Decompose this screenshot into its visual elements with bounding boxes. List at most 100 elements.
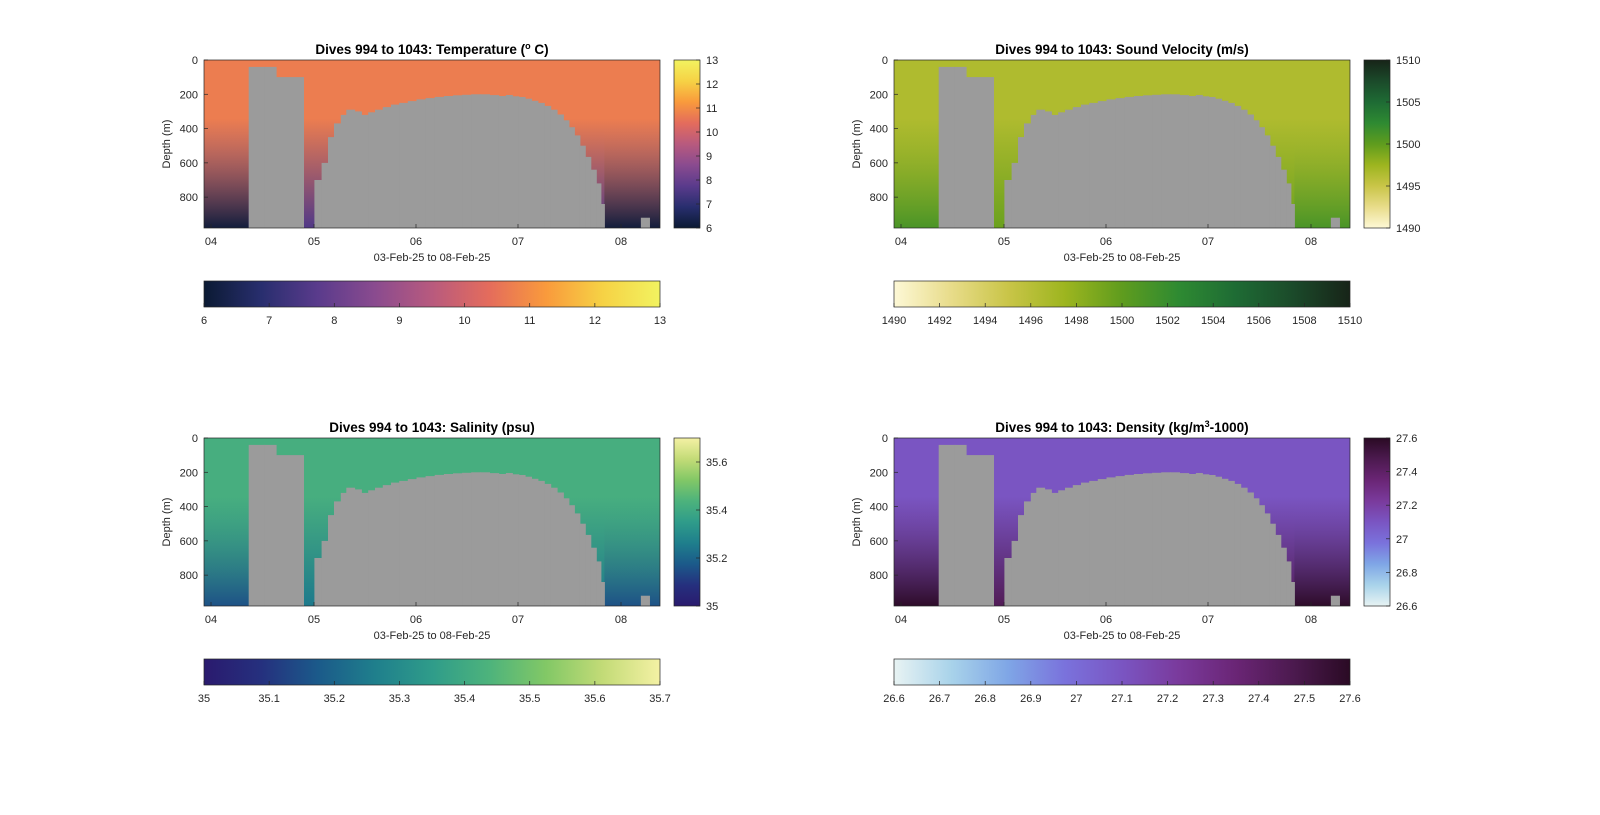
nodata-mask (1097, 479, 1108, 606)
nodata-mask (1161, 472, 1171, 606)
x-tick-label: 08 (1305, 236, 1317, 248)
nodata-mask (1036, 109, 1046, 228)
nodata-mask (1215, 98, 1222, 228)
side-colorbar-label: 1505 (1396, 97, 1420, 109)
nodata-mask (550, 109, 558, 228)
nodata-mask (1286, 561, 1292, 606)
nodata-mask (1036, 487, 1046, 606)
nodata-mask (1208, 475, 1216, 606)
x-tick-label: 05 (998, 614, 1010, 626)
nodata-mask (1202, 96, 1210, 228)
heatmap-deep-shading (894, 438, 939, 606)
x-tick-label: 06 (410, 614, 422, 626)
nodata-mask (1170, 472, 1180, 606)
x-tick-label: 04 (205, 614, 217, 626)
nodata-mask (443, 96, 454, 228)
nodata-mask (518, 97, 526, 228)
nodata-mask (525, 476, 532, 606)
nodata-mask (1253, 120, 1260, 228)
nodata-mask (354, 111, 362, 228)
y-tick-label: 200 (180, 467, 198, 479)
y-tick-label: 200 (180, 89, 198, 101)
nodata-mask (1081, 482, 1090, 606)
bottom-colorbar-label: 13 (654, 315, 666, 327)
bottom-colorbar-label: 1502 (1155, 315, 1179, 327)
side-colorbar (673, 437, 701, 607)
nodata-mask (1152, 472, 1162, 606)
nodata-mask (600, 582, 605, 606)
y-tick-label: 800 (180, 192, 198, 204)
x-tick-label: 07 (512, 614, 524, 626)
bottom-colorbar-label: 35.2 (324, 693, 345, 705)
side-colorbar-label: 1510 (1396, 55, 1420, 67)
nodata-mask (1072, 107, 1082, 228)
nodata-mask (1195, 473, 1203, 606)
nodata-mask (579, 145, 586, 228)
side-colorbar-label: 9 (706, 151, 712, 163)
panel-2: Dives 994 to 1043: Salinity (psu) 0 200 400… (161, 420, 727, 705)
nodata-mask (1004, 180, 1013, 228)
nodata-mask (531, 478, 539, 606)
nodata-mask (361, 492, 369, 606)
nodata-mask (382, 107, 392, 228)
nodata-mask (425, 476, 436, 606)
nodata-mask (1202, 474, 1210, 606)
side-colorbar-label: 27 (1396, 534, 1408, 546)
y-axis-label: Depth (m) (161, 120, 173, 169)
nodata-mask (954, 66, 967, 229)
nodata-mask (938, 444, 956, 606)
side-colorbar-label: 27.2 (1396, 500, 1417, 512)
nodata-mask (1269, 523, 1276, 606)
side-colorbar-label: 10 (706, 127, 718, 139)
nodata-mask (544, 105, 552, 228)
nodata-mask (1179, 95, 1190, 228)
panel-1: Dives 994 to 1043: Sound Velocity (m/s) 0… (851, 42, 1420, 327)
nodata-mask (1280, 169, 1287, 228)
axes-box (203, 59, 661, 229)
nodata-mask (556, 492, 564, 606)
y-tick-label: 400 (180, 502, 198, 514)
heatmap-deep-shading (1294, 438, 1350, 606)
bottom-colorbar-label: 27.1 (1111, 693, 1132, 705)
nodata-mask (563, 498, 570, 606)
nodata-mask (1240, 487, 1248, 606)
nodata-mask (1161, 94, 1171, 228)
bottom-colorbar-label: 1506 (1247, 315, 1271, 327)
nodata-mask (1115, 98, 1126, 228)
nodata-mask (938, 66, 956, 229)
nodata-mask (556, 114, 564, 228)
nodata-mask (375, 109, 384, 228)
nodata-mask (453, 473, 463, 606)
nodata-mask (1018, 137, 1025, 228)
side-colorbar-label: 35 (706, 601, 718, 613)
nodata-mask (471, 472, 481, 606)
chart-title: Dives 994 to 1043: Density (kg/m3-1000) (995, 419, 1248, 435)
nodata-mask (340, 492, 347, 606)
x-axis-label: 03-Feb-25 to 08-Feb-25 (1064, 252, 1181, 264)
y-tick-label: 0 (882, 55, 888, 67)
nodata-mask (568, 505, 575, 606)
side-colorbar-label: 27.6 (1396, 433, 1417, 445)
nodata-mask (1004, 558, 1013, 606)
nodata-mask (1051, 114, 1059, 228)
bottom-colorbar-label: 27.5 (1294, 693, 1315, 705)
bottom-colorbar-label: 26.8 (974, 693, 995, 705)
nodata-mask (368, 490, 376, 606)
bottom-colorbar-label: 1496 (1019, 315, 1043, 327)
bottom-colorbar-label: 35.4 (454, 693, 475, 705)
side-colorbar-label: 27.4 (1396, 467, 1417, 479)
bottom-colorbar-label: 1510 (1338, 315, 1362, 327)
nodata-mask (346, 109, 356, 228)
nodata-mask (434, 96, 445, 229)
nodata-mask (1133, 96, 1144, 228)
nodata-mask (1018, 515, 1025, 606)
nodata-mask (518, 475, 526, 606)
nodata-mask (354, 489, 362, 606)
bottom-colorbar-label: 11 (524, 315, 535, 327)
nodata-mask (585, 156, 592, 228)
bottom-colorbar-label: 27.4 (1248, 693, 1269, 705)
nodata-mask (531, 100, 539, 228)
nodata-mask (512, 474, 520, 606)
y-tick-label: 600 (870, 536, 888, 548)
y-tick-label: 800 (870, 570, 888, 582)
